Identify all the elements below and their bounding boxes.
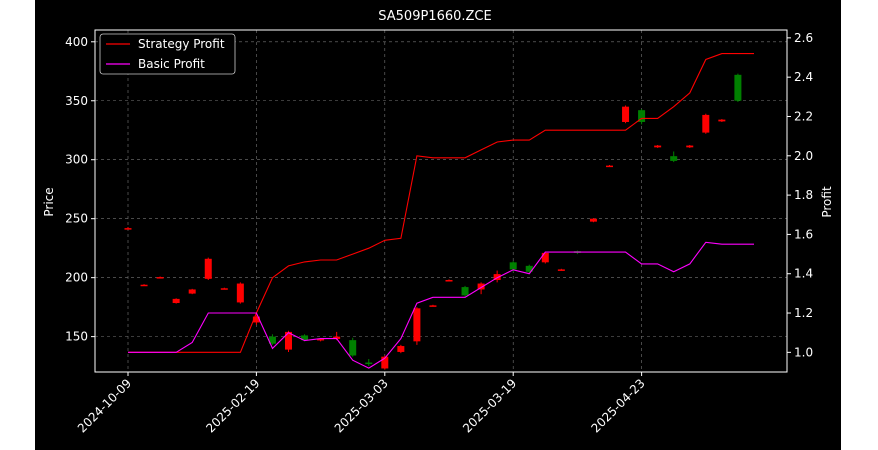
- chart-title: SA509P1660.ZCE: [378, 9, 491, 24]
- y-tick-label-left: 300: [65, 153, 88, 167]
- candle-body: [686, 145, 694, 148]
- candle-body: [156, 277, 164, 279]
- candle-body: [461, 287, 469, 296]
- candle-body: [317, 338, 325, 341]
- x-tick-label: 2025-04-23: [589, 376, 648, 435]
- candle-body: [333, 336, 341, 339]
- candle-body: [638, 110, 646, 122]
- y-axis-right-label: Profit: [820, 186, 834, 218]
- profit-lines: [128, 53, 754, 369]
- y-tick-label-right: 1.2: [794, 306, 813, 320]
- y-tick-label-left: 400: [65, 35, 88, 49]
- legend-box: [99, 33, 236, 75]
- y-axis-left-label: Price: [42, 187, 56, 216]
- candle-body: [541, 252, 549, 263]
- candle-body: [236, 283, 244, 303]
- grid-lines: [95, 30, 787, 372]
- candle-body: [268, 336, 276, 344]
- axes: 150 200 250 300 350 400 1.0 1.2 1.4 1.6 1.8 2.0 2.2 2…: [65, 29, 813, 435]
- basic-profit-line: [128, 241, 754, 369]
- x-tick-label: 2025-03-03: [332, 376, 391, 435]
- x-tick-label: 2024-10-09: [75, 376, 134, 435]
- candle-body: [445, 280, 453, 282]
- candle-body: [477, 283, 485, 290]
- candle-body: [589, 218, 597, 222]
- y-tick-label-right: 1.0: [794, 345, 813, 359]
- candle-body: [188, 289, 196, 294]
- candle-body: [301, 335, 309, 341]
- candle-body: [670, 156, 678, 161]
- candle-body: [349, 340, 357, 356]
- candlestick-profit-chart: SA509P1660.ZCE Price Profit 150 200 250 300…: [42, 9, 834, 435]
- strategy-profit-line: [128, 53, 754, 353]
- candle-body: [654, 145, 662, 148]
- x-tick-label: 2025-02-19: [203, 376, 262, 435]
- candle-body: [606, 165, 613, 168]
- plot-frame: [94, 29, 788, 373]
- y-tick-label-right: 1.4: [794, 267, 813, 281]
- candle-body: [525, 265, 533, 272]
- candles: [124, 73, 742, 370]
- candle-body: [140, 284, 148, 287]
- candle-body: [702, 114, 710, 133]
- candle-body: [252, 316, 260, 323]
- y-tick-label-right: 2.4: [794, 70, 813, 84]
- candle-body: [557, 269, 565, 271]
- candle-body: [397, 346, 405, 352]
- candle-body: [204, 258, 212, 279]
- candle-body: [429, 305, 437, 307]
- candle-body: [734, 74, 742, 101]
- legend-label: Basic Profit: [138, 57, 205, 71]
- candle-body: [509, 262, 517, 270]
- y-tick-label-left: 200: [65, 271, 88, 285]
- candle-body: [493, 274, 501, 281]
- candle-body: [622, 106, 630, 122]
- chart-figure: SA509P1660.ZCE Price Profit 150 200 250 300…: [35, 0, 841, 450]
- legend: Strategy Profit Basic Profit: [99, 33, 236, 75]
- candle-body: [718, 119, 726, 122]
- legend-label: Strategy Profit: [138, 37, 225, 51]
- y-tick-label-right: 2.6: [794, 31, 813, 45]
- candle-body: [172, 298, 180, 304]
- y-tick-label-left: 150: [65, 330, 88, 344]
- candle-body: [124, 228, 132, 230]
- y-tick-label-left: 250: [65, 212, 88, 226]
- x-tick-label: 2025-03-19: [460, 376, 519, 435]
- y-tick-label-right: 1.6: [794, 227, 813, 241]
- y-tick-label-left: 350: [65, 94, 88, 108]
- candle-body: [220, 288, 228, 290]
- candle-body: [365, 362, 373, 365]
- candle-body: [285, 331, 292, 350]
- y-tick-label-right: 2.2: [794, 109, 813, 123]
- candle-body: [413, 308, 421, 342]
- y-tick-label-right: 1.8: [794, 188, 813, 202]
- y-tick-label-right: 2.0: [794, 149, 813, 163]
- candle-body: [381, 356, 389, 369]
